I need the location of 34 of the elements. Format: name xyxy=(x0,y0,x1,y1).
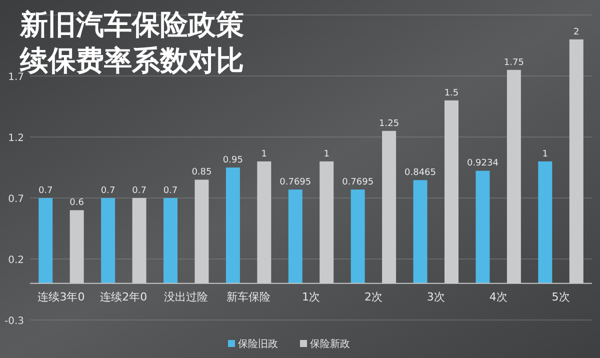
legend-label: 保险旧政 xyxy=(238,338,278,350)
data-label: 1 xyxy=(542,149,548,160)
data-label: 0.7695 xyxy=(342,178,374,188)
legend-label: 保险新政 xyxy=(310,338,350,350)
data-label: 1.5 xyxy=(444,88,459,98)
y-tick-label: -0.3 xyxy=(4,316,24,327)
data-label: 1.25 xyxy=(379,118,400,129)
data-label: 0.7 xyxy=(100,186,116,196)
data-label: 0.8465 xyxy=(404,168,436,178)
data-label: 1 xyxy=(261,149,268,160)
x-tick-label: 连续2年0 xyxy=(100,290,148,304)
data-label: 0.7 xyxy=(163,186,178,196)
y-tick-label: 1.7 xyxy=(8,72,24,83)
data-label: 0.95 xyxy=(222,156,243,166)
data-label: 1 xyxy=(324,149,330,160)
data-label: 0.85 xyxy=(192,168,212,178)
x-tick-label: 5次 xyxy=(552,290,570,304)
x-tick-label: 2次 xyxy=(364,290,382,304)
data-label: 0.7 xyxy=(38,186,53,196)
y-tick-label: 0.7 xyxy=(8,194,24,205)
x-tick-label: 1次 xyxy=(302,290,320,304)
data-label: 0.7695 xyxy=(280,178,312,188)
x-tick-label: 4次 xyxy=(489,290,508,304)
x-tick-label: 连续3年0 xyxy=(38,290,85,304)
x-tick-label: 3次 xyxy=(426,290,445,304)
data-label: 0.9234 xyxy=(466,158,499,169)
data-label: 1.75 xyxy=(504,58,524,68)
data-label: 2 xyxy=(574,27,580,38)
y-tick-label: 1.2 xyxy=(8,133,24,144)
data-label: 0.7 xyxy=(132,186,146,196)
x-tick-label: 新车保险 xyxy=(226,290,271,304)
data-label: 0.6 xyxy=(70,198,84,208)
x-tick-label: 没出过险 xyxy=(164,290,208,304)
y-tick-label: 0.2 xyxy=(8,255,24,266)
